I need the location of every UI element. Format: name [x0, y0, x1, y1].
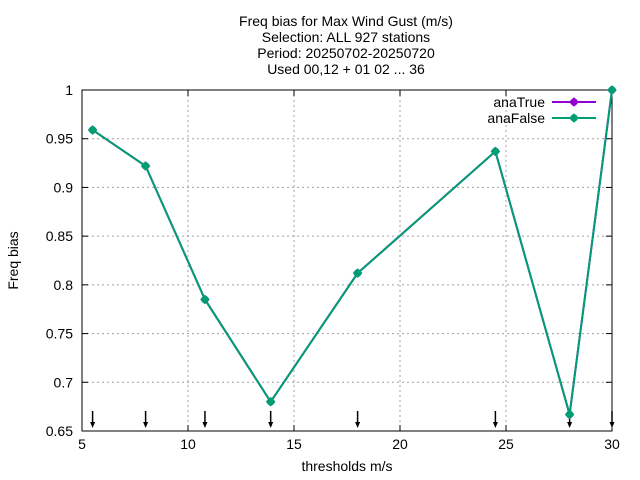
grid — [82, 90, 612, 431]
threshold-arrow-head — [90, 422, 96, 428]
axis-ticks — [81, 89, 613, 432]
series-lines — [87, 85, 617, 420]
threshold-arrow-head — [609, 422, 615, 428]
data-point-anaFalse — [266, 397, 276, 407]
x-tick-label: 10 — [180, 436, 196, 452]
plot-frame — [81, 89, 613, 432]
x-tick-label: 20 — [392, 436, 408, 452]
y-axis-label: Freq bias — [5, 231, 21, 289]
title-line: Selection: ALL 927 stations — [262, 29, 430, 45]
data-point-anaFalse — [200, 294, 210, 305]
x-tick-label: 30 — [604, 436, 620, 452]
x-tick-label: 5 — [78, 436, 86, 452]
title-line: Period: 20250702-20250720 — [257, 45, 435, 61]
y-tick-label: 0.65 — [46, 423, 73, 439]
legend-marker-anaTrue — [569, 97, 579, 107]
chart-title: Freq bias for Max Wind Gust (m/s)Selecti… — [239, 13, 453, 77]
y-tick-label: 0.95 — [46, 131, 73, 147]
x-tick-label: 25 — [498, 436, 514, 452]
threshold-arrow-head — [143, 422, 149, 428]
data-point-anaFalse — [490, 146, 501, 157]
data-point-anaFalse — [352, 268, 363, 278]
legend-label-anaFalse: anaFalse — [487, 110, 545, 126]
legend-label-anaTrue: anaTrue — [493, 94, 545, 110]
y-tick-label: 0.85 — [46, 228, 73, 244]
threshold-arrow-head — [567, 422, 573, 428]
title-line: Freq bias for Max Wind Gust (m/s) — [239, 13, 453, 29]
threshold-arrow-head — [492, 422, 498, 428]
threshold-markers — [90, 411, 615, 428]
data-point-anaFalse — [607, 85, 617, 95]
title-line: Used 00,12 + 01 02 ... 36 — [267, 61, 425, 77]
y-tick-label: 0.8 — [54, 277, 74, 293]
data-point-anaFalse — [140, 161, 151, 171]
y-tick-labels: 0.65 0.7 0.75 0.8 0.85 0.9 0.95 1 — [46, 82, 73, 439]
x-tick-labels: 5 10 15 20 25 30 — [78, 436, 620, 452]
threshold-arrow-head — [355, 422, 361, 428]
y-tick-label: 0.9 — [54, 179, 74, 195]
threshold-arrow-head — [202, 422, 208, 428]
y-tick-label: 0.7 — [54, 374, 74, 390]
data-point-anaFalse — [87, 125, 98, 135]
threshold-arrow-head — [268, 422, 274, 428]
x-axis-label: thresholds m/s — [301, 458, 392, 474]
y-tick-label: 1 — [65, 82, 73, 98]
data-point-anaFalse — [564, 409, 575, 420]
x-tick-label: 15 — [286, 436, 302, 452]
series-line-anaFalse — [92, 89, 613, 415]
legend-marker-anaFalse — [569, 113, 579, 123]
y-tick-label: 0.75 — [46, 326, 73, 342]
